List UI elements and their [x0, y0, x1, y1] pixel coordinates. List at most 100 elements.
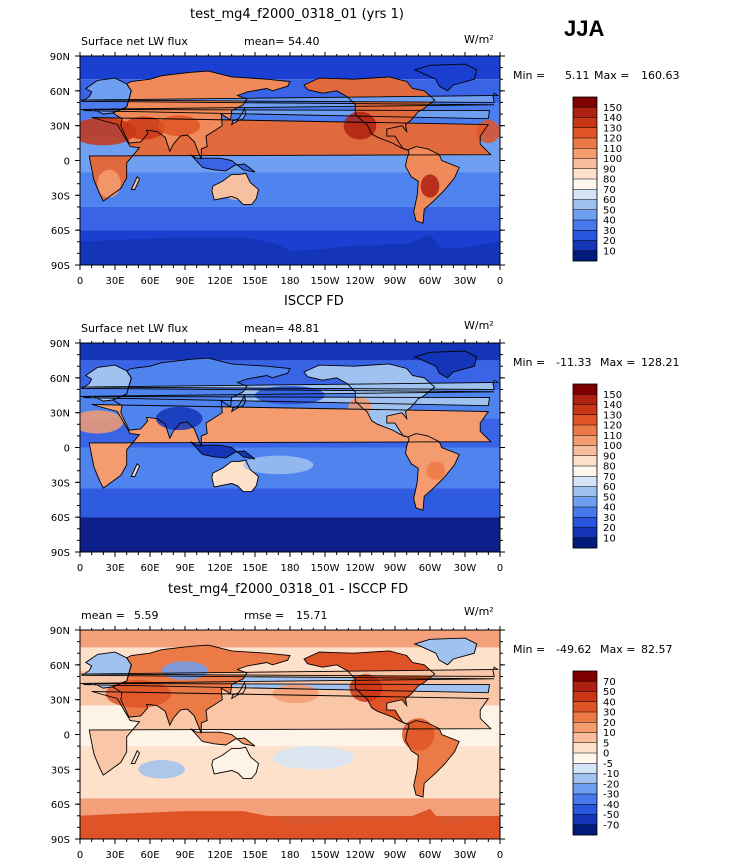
panel-3-mean-label: mean = — [81, 609, 125, 622]
panel-1-title: test_mg4_f2000_0318_01 (yrs 1) — [190, 7, 404, 22]
colorbar-swatch — [573, 722, 597, 733]
panel-3-rmse-value: 15.71 — [296, 609, 328, 622]
colorbar-swatch — [573, 537, 597, 549]
coastline-europe — [80, 77, 495, 120]
land-asia — [112, 645, 290, 734]
colorbar-label: 130 — [603, 410, 622, 421]
y-tick-label: 60S — [51, 800, 70, 811]
x-tick-label: 120W — [346, 563, 375, 574]
colorbar-label: 90 — [603, 164, 616, 175]
x-tick-label: 150W — [311, 276, 340, 287]
colorbar-label: -10 — [603, 769, 619, 780]
colorbar-swatch — [573, 404, 597, 416]
colorbar-label: 40 — [603, 216, 616, 227]
panel-2-mean-label: mean= — [244, 322, 285, 335]
colorbar-label: 60 — [603, 195, 616, 206]
land-greenland — [414, 351, 477, 378]
x-tick-label: 90W — [384, 276, 407, 287]
field-feature — [348, 397, 372, 417]
colorbar-swatch — [573, 486, 597, 498]
panel-1-variable-label: Surface net LW flux — [81, 35, 188, 48]
land-greenland — [414, 64, 477, 91]
field-feature — [476, 119, 500, 144]
colorbar-label: 90 — [603, 451, 616, 462]
x-tick-label: 180 — [280, 563, 299, 574]
x-tick-label: 150E — [242, 276, 267, 287]
y-tick-label: 90N — [50, 339, 70, 350]
colorbar-label: -20 — [603, 779, 619, 790]
colorbar-label: 120 — [603, 421, 622, 432]
colorbar-swatch — [573, 496, 597, 508]
y-tick-label: 90N — [50, 52, 70, 63]
x-tick-label: 0 — [497, 563, 503, 574]
field-feature — [272, 746, 355, 770]
land-madagascar — [131, 750, 140, 764]
colorbar-swatch — [573, 445, 597, 457]
y-tick-label: 0 — [64, 731, 70, 742]
colorbar-label: 10 — [603, 533, 616, 544]
coastline-indonesia — [190, 728, 256, 747]
land-australia — [211, 747, 259, 779]
x-tick-label: 90E — [175, 563, 194, 574]
colorbar-label: 70 — [603, 472, 616, 483]
colorbar-swatch — [573, 230, 597, 241]
field-feature — [105, 679, 171, 708]
panel-3-mean-value: 5.59 — [134, 609, 159, 622]
x-tick-label: 30E — [105, 850, 124, 861]
field-feature — [161, 661, 209, 680]
colorbar-label: 70 — [603, 185, 616, 196]
x-tick-label: 60W — [419, 563, 442, 574]
coastline-africa — [88, 691, 492, 776]
coastline-australia — [211, 172, 260, 206]
y-tick-label: 30S — [51, 478, 70, 489]
colorbar-swatch — [573, 712, 597, 723]
land-greenland — [414, 638, 477, 665]
colorbar-label: 130 — [603, 123, 622, 134]
colorbar-swatch — [573, 794, 597, 805]
field-feature — [155, 406, 203, 431]
field-feature — [97, 169, 121, 198]
field-feature — [221, 179, 254, 200]
field-feature — [123, 116, 166, 140]
panel-1-mean-label: mean= — [244, 35, 285, 48]
colorbar-label: 60 — [603, 482, 616, 493]
x-tick-label: 60W — [419, 850, 442, 861]
colorbar-label: 120 — [603, 134, 622, 145]
panel-3-min-value: -49.62 — [556, 643, 592, 656]
colorbar-swatch — [573, 691, 597, 703]
colorbar-label: -40 — [603, 800, 619, 811]
x-tick-label: 90E — [175, 276, 194, 287]
coastline-australia — [211, 459, 260, 493]
colorbar-swatch — [573, 138, 597, 149]
colorbar-swatch — [573, 517, 597, 528]
coastline-northamerica — [303, 76, 436, 151]
colorbar-swatch — [573, 199, 597, 211]
y-tick-label: 30S — [51, 765, 70, 776]
colorbar-label: 0 — [603, 749, 609, 760]
land-antarctica — [80, 808, 500, 839]
x-tick-label: 60E — [140, 563, 159, 574]
coastline-japan — [230, 106, 247, 126]
panel-2-mean-value: 48.81 — [288, 322, 320, 335]
coastline-southamerica — [405, 720, 460, 798]
colorbar-swatch — [573, 773, 597, 785]
coastline-africa — [88, 117, 492, 202]
field-band — [80, 206, 500, 231]
colorbar-label: 150 — [603, 103, 622, 114]
panel-2-max-label: Max = — [600, 356, 636, 369]
y-tick-label: 30N — [50, 696, 70, 707]
coastline-southamerica — [405, 146, 460, 224]
colorbar-swatch — [573, 414, 597, 426]
land-europe — [80, 652, 495, 693]
y-tick-label: 60N — [50, 661, 70, 672]
colorbar-label: 150 — [603, 390, 622, 401]
panel-3-min-label: Min = — [513, 643, 546, 656]
season-label: JJA — [564, 16, 605, 41]
coastline-northamerica — [303, 363, 436, 438]
colorbar-label: 5 — [603, 738, 609, 749]
field-feature — [402, 718, 435, 751]
colorbar-swatch — [573, 701, 597, 713]
colorbar-swatch — [573, 507, 597, 518]
